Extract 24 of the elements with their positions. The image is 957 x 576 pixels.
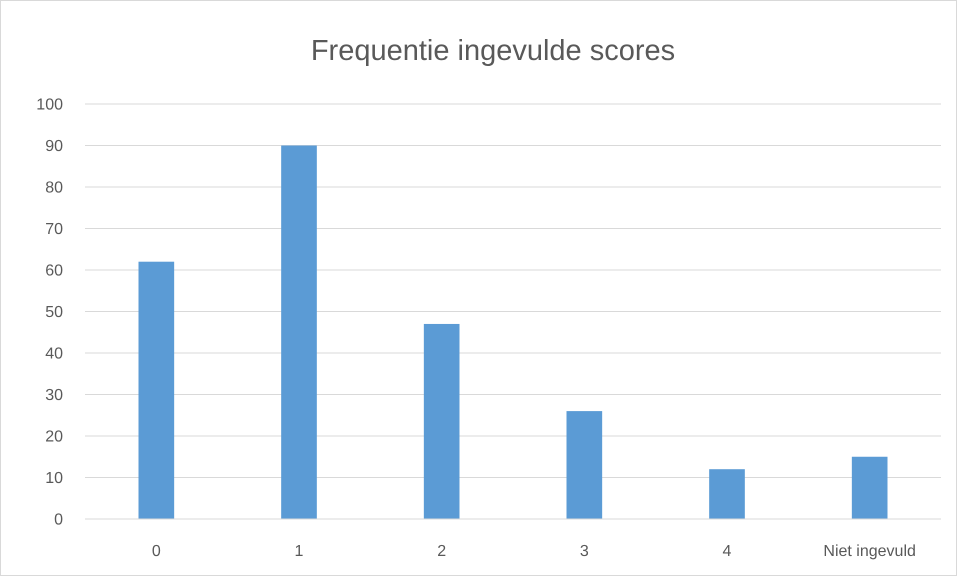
y-tick-label: 80	[45, 180, 64, 197]
x-tick-label: 4	[722, 543, 732, 560]
bar	[852, 456, 888, 519]
bar	[138, 262, 174, 519]
bar	[281, 146, 317, 519]
x-tick-label: 1	[294, 543, 304, 560]
x-tick-label: Niet ingevuld	[823, 543, 916, 560]
y-tick-label: 20	[45, 428, 64, 446]
y-tick-label: 70	[45, 221, 64, 238]
bar	[566, 411, 602, 519]
y-tick-label: 10	[45, 470, 64, 488]
bar	[709, 469, 745, 519]
chart-title: Frequentie ingevulde scores	[310, 35, 676, 67]
y-tick-label: 0	[54, 512, 64, 529]
y-tick-label: 90	[45, 138, 64, 156]
x-tick-label: 3	[580, 543, 589, 560]
bar	[424, 324, 460, 519]
y-tick-label: 40	[45, 346, 64, 363]
y-tick-label: 60	[45, 262, 64, 280]
y-tick-label: 100	[36, 96, 64, 114]
y-tick-label: 50	[45, 304, 64, 322]
x-tick-label: 0	[152, 543, 161, 560]
x-tick-label: 2	[437, 543, 446, 560]
y-tick-label: 30	[45, 387, 64, 404]
